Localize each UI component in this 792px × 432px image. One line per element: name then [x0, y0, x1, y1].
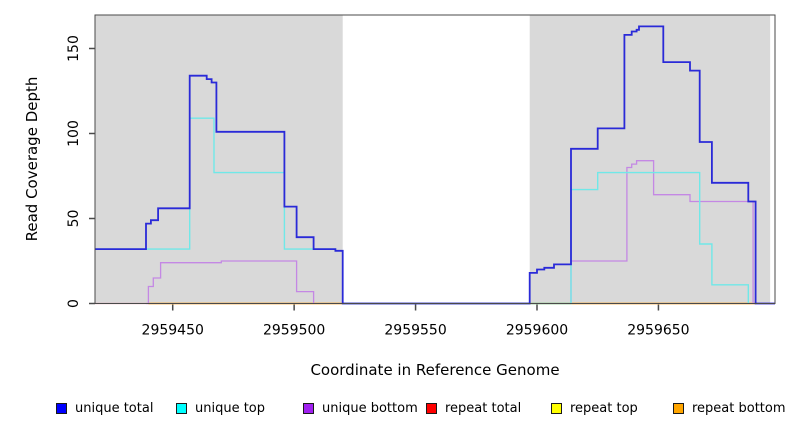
- plot-box: [94, 14, 776, 304]
- legend-item-repeat-total: repeat total: [426, 398, 521, 418]
- legend-swatch-unique-total: [56, 402, 67, 414]
- x-axis-tick-label: 2959450: [142, 323, 204, 339]
- x-axis-title: Coordinate in Reference Genome: [310, 361, 560, 379]
- legend-swatch-repeat-top: [551, 402, 562, 414]
- legend-item-unique-top: unique top: [176, 398, 265, 418]
- y-axis-tick-label: 150: [66, 35, 82, 62]
- legend-item-repeat-bottom: repeat bottom: [673, 398, 786, 418]
- series-line-unique-bottom: [570, 160, 756, 305]
- legend-swatch-unique-bottom: [303, 402, 314, 414]
- x-axis-tick-label: 2959650: [627, 323, 689, 339]
- x-axis-tick-label: 2959500: [263, 323, 325, 339]
- chart-legend: unique total unique top unique bottom repea…: [0, 398, 792, 420]
- legend-label: unique total: [75, 400, 154, 416]
- series-line-unique-bottom: [146, 260, 315, 305]
- legend-swatch-unique-top: [176, 402, 187, 414]
- legend-item-unique-bottom: unique bottom: [303, 398, 418, 418]
- legend-item-unique-total: unique total: [56, 398, 153, 418]
- legend-label: unique top: [195, 400, 266, 416]
- series-line-unique-total: [95, 25, 775, 305]
- legend-swatch-repeat-total: [426, 402, 437, 414]
- coverage-region-shading: [529, 15, 771, 304]
- y-axis-title: Read Coverage Depth: [23, 76, 41, 242]
- legend-label: repeat top: [570, 400, 638, 416]
- y-axis-tick-label: 50: [66, 210, 82, 228]
- legend-label: repeat bottom: [692, 400, 786, 416]
- y-axis-tick-label: 0: [66, 299, 82, 308]
- x-axis-tick-label: 2959550: [384, 323, 446, 339]
- legend-label: repeat total: [445, 400, 522, 416]
- y-axis-tick-label: 100: [66, 120, 82, 147]
- legend-swatch-repeat-bottom: [673, 402, 684, 414]
- legend-item-repeat-top: repeat top: [551, 398, 638, 418]
- x-axis-tick-label: 2959600: [506, 323, 568, 339]
- coverage-region-shading: [95, 15, 343, 304]
- legend-label: unique bottom: [322, 400, 418, 416]
